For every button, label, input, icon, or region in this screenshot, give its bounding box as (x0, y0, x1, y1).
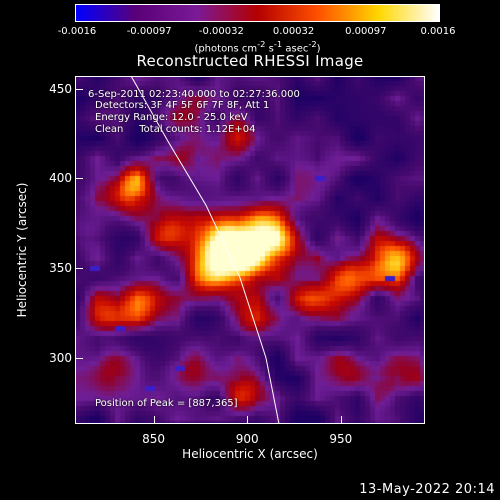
y-tick-mark (75, 357, 83, 359)
y-tick-mark (75, 178, 83, 180)
x-tick-label: 850 (142, 432, 166, 446)
heatmap-image (75, 76, 425, 424)
colorbar-units-label: (photons cm-2 s-1 asec-2) (194, 39, 321, 55)
colorbar-tick-label: -0.00032 (198, 26, 244, 37)
peak-position-annotation: Position of Peak = [887,365] (95, 398, 238, 409)
chart-title: Reconstructed RHESSI Image (136, 52, 364, 70)
x-tick-mark (247, 416, 249, 424)
y-tick-label: 450 (49, 81, 72, 96)
colorbar-tick-label: 0.0016 (420, 26, 456, 37)
colorbar (75, 4, 440, 22)
limb-overlay (130, 76, 280, 424)
solar-limb-line (130, 76, 280, 424)
y-tick-mark (75, 267, 83, 269)
detectors-annotation: Detectors: 3F 4F 5F 6F 7F 8F, Att 1 (95, 100, 270, 111)
x-axis-label: Heliocentric X (arcsec) (182, 447, 318, 461)
timestamp: 13-May-2022 20:14 (359, 482, 495, 497)
y-tick-label: 350 (49, 260, 72, 275)
time-range-annotation: 6-Sep-2011 02:23:40.000 to 02:27:36.000 (88, 89, 300, 100)
colorbar-tick-label: -0.00097 (126, 26, 172, 37)
x-tick-mark (340, 416, 342, 424)
y-tick-label: 300 (49, 350, 72, 365)
colorbar-tick-label: 0.00032 (272, 26, 315, 37)
x-tick-mark (153, 416, 155, 424)
y-tick-mark (75, 88, 83, 90)
y-axis-label: Heliocentric Y (arcsec) (15, 182, 29, 318)
algorithm-annotation: Clean Total counts: 1.12E+04 (95, 124, 256, 135)
x-tick-label: 900 (235, 432, 259, 446)
colorbar-tick-label: -0.0016 (57, 26, 97, 37)
x-tick-label: 950 (329, 432, 353, 446)
energy-range-annotation: Energy Range: 12.0 - 25.0 keV (95, 112, 248, 123)
y-tick-label: 400 (49, 171, 72, 186)
colorbar-tick-label: 0.00097 (345, 26, 387, 37)
